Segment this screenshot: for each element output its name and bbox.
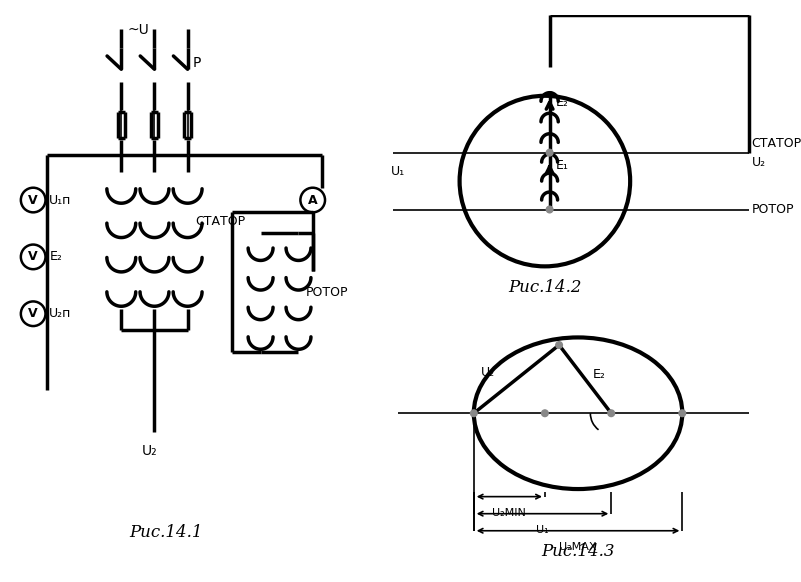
Circle shape bbox=[541, 410, 548, 417]
Text: Рис.14.2: Рис.14.2 bbox=[508, 279, 582, 296]
Text: U₁: U₁ bbox=[536, 525, 549, 535]
Circle shape bbox=[679, 410, 686, 417]
Text: U₂п: U₂п bbox=[50, 307, 71, 320]
Text: V: V bbox=[28, 194, 38, 207]
Text: E₂: E₂ bbox=[555, 96, 568, 109]
Text: E₁: E₁ bbox=[555, 159, 568, 172]
Text: U₂: U₂ bbox=[142, 443, 158, 457]
Text: U₂MIN: U₂MIN bbox=[493, 508, 526, 518]
Text: V: V bbox=[28, 250, 38, 264]
Text: V: V bbox=[28, 307, 38, 320]
Circle shape bbox=[21, 244, 46, 269]
Circle shape bbox=[546, 150, 553, 156]
Text: Рис.14.3: Рис.14.3 bbox=[541, 543, 615, 560]
Text: A: A bbox=[308, 194, 317, 207]
Circle shape bbox=[556, 342, 562, 349]
Circle shape bbox=[608, 410, 614, 417]
Text: ~U: ~U bbox=[127, 23, 149, 37]
Text: СТАТОР: СТАТОР bbox=[195, 215, 245, 228]
Circle shape bbox=[470, 410, 477, 417]
Text: U₁п: U₁п bbox=[50, 194, 71, 207]
Text: P: P bbox=[192, 56, 201, 70]
Text: РОТОР: РОТОР bbox=[306, 286, 348, 299]
Circle shape bbox=[21, 188, 46, 212]
Text: РОТОР: РОТОР bbox=[751, 203, 794, 216]
Text: U₁: U₁ bbox=[392, 165, 405, 178]
Text: Рис.14.1: Рис.14.1 bbox=[129, 524, 203, 541]
Text: E₂: E₂ bbox=[50, 250, 62, 264]
Text: U₂: U₂ bbox=[751, 155, 766, 169]
Circle shape bbox=[546, 206, 553, 213]
Circle shape bbox=[21, 301, 46, 326]
Text: U₂: U₂ bbox=[481, 366, 495, 379]
Text: СТАТОР: СТАТОР bbox=[751, 137, 801, 150]
Text: U₂MAX: U₂MAX bbox=[559, 542, 597, 552]
Circle shape bbox=[300, 188, 325, 212]
Text: E₂: E₂ bbox=[593, 368, 606, 381]
